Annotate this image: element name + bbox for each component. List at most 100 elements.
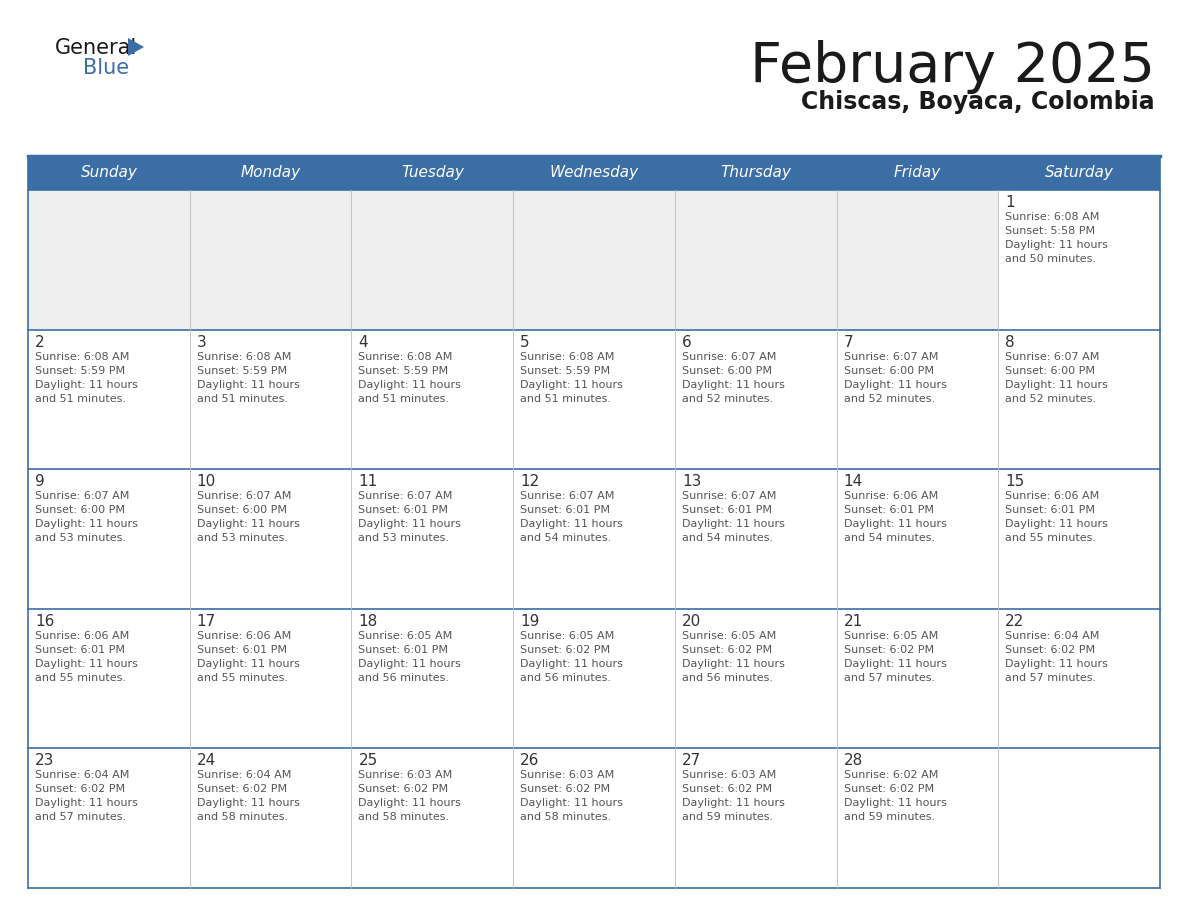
- Text: Sunset: 6:01 PM: Sunset: 6:01 PM: [359, 644, 448, 655]
- Text: 27: 27: [682, 754, 701, 768]
- Text: Sunset: 6:02 PM: Sunset: 6:02 PM: [34, 784, 125, 794]
- Text: Sunset: 6:01 PM: Sunset: 6:01 PM: [1005, 505, 1095, 515]
- Text: Sunrise: 6:07 AM: Sunrise: 6:07 AM: [34, 491, 129, 501]
- Text: Blue: Blue: [83, 58, 129, 78]
- Text: and 51 minutes.: and 51 minutes.: [520, 394, 611, 404]
- Text: 4: 4: [359, 334, 368, 350]
- Text: Sunrise: 6:06 AM: Sunrise: 6:06 AM: [843, 491, 937, 501]
- Text: Sunset: 6:02 PM: Sunset: 6:02 PM: [359, 784, 449, 794]
- Text: Sunrise: 6:03 AM: Sunrise: 6:03 AM: [520, 770, 614, 780]
- Bar: [29, 190, 998, 330]
- Text: and 57 minutes.: and 57 minutes.: [1005, 673, 1097, 683]
- Text: Daylight: 11 hours: Daylight: 11 hours: [34, 380, 138, 389]
- Text: Sunrise: 6:05 AM: Sunrise: 6:05 AM: [520, 631, 614, 641]
- Text: Sunrise: 6:07 AM: Sunrise: 6:07 AM: [197, 491, 291, 501]
- Text: 18: 18: [359, 614, 378, 629]
- Text: Daylight: 11 hours: Daylight: 11 hours: [843, 380, 947, 389]
- Text: 23: 23: [34, 754, 55, 768]
- Text: 2: 2: [34, 334, 45, 350]
- Text: Saturday: Saturday: [1044, 165, 1113, 181]
- Text: 22: 22: [1005, 614, 1024, 629]
- Text: Daylight: 11 hours: Daylight: 11 hours: [682, 380, 785, 389]
- Text: Sunset: 6:01 PM: Sunset: 6:01 PM: [197, 644, 286, 655]
- Text: Daylight: 11 hours: Daylight: 11 hours: [520, 520, 623, 529]
- Text: 25: 25: [359, 754, 378, 768]
- Text: Sunset: 5:59 PM: Sunset: 5:59 PM: [520, 365, 611, 375]
- Text: Sunset: 5:59 PM: Sunset: 5:59 PM: [34, 365, 125, 375]
- Text: Sunset: 6:01 PM: Sunset: 6:01 PM: [682, 505, 772, 515]
- Text: General: General: [55, 38, 138, 58]
- Text: and 55 minutes.: and 55 minutes.: [1005, 533, 1097, 543]
- Text: 7: 7: [843, 334, 853, 350]
- Text: Sunset: 5:59 PM: Sunset: 5:59 PM: [359, 365, 449, 375]
- Text: 21: 21: [843, 614, 862, 629]
- Text: Sunset: 6:02 PM: Sunset: 6:02 PM: [520, 784, 611, 794]
- Text: Sunrise: 6:08 AM: Sunrise: 6:08 AM: [34, 352, 129, 362]
- Text: and 58 minutes.: and 58 minutes.: [197, 812, 287, 823]
- Text: Sunset: 5:58 PM: Sunset: 5:58 PM: [1005, 226, 1095, 236]
- Text: Daylight: 11 hours: Daylight: 11 hours: [843, 520, 947, 529]
- Text: Chiscas, Boyaca, Colombia: Chiscas, Boyaca, Colombia: [802, 90, 1155, 114]
- Text: Sunset: 6:01 PM: Sunset: 6:01 PM: [34, 644, 125, 655]
- Text: and 54 minutes.: and 54 minutes.: [520, 533, 612, 543]
- Text: 26: 26: [520, 754, 539, 768]
- Text: Sunrise: 6:08 AM: Sunrise: 6:08 AM: [359, 352, 453, 362]
- Text: Sunrise: 6:05 AM: Sunrise: 6:05 AM: [359, 631, 453, 641]
- Text: Daylight: 11 hours: Daylight: 11 hours: [1005, 380, 1108, 389]
- Text: and 58 minutes.: and 58 minutes.: [520, 812, 612, 823]
- Text: Sunset: 6:02 PM: Sunset: 6:02 PM: [843, 784, 934, 794]
- Text: Sunset: 6:00 PM: Sunset: 6:00 PM: [34, 505, 125, 515]
- Text: 10: 10: [197, 475, 216, 489]
- Text: Sunrise: 6:04 AM: Sunrise: 6:04 AM: [34, 770, 129, 780]
- Text: Daylight: 11 hours: Daylight: 11 hours: [1005, 520, 1108, 529]
- Text: Daylight: 11 hours: Daylight: 11 hours: [520, 380, 623, 389]
- Text: and 57 minutes.: and 57 minutes.: [34, 812, 126, 823]
- Text: Sunrise: 6:07 AM: Sunrise: 6:07 AM: [1005, 352, 1100, 362]
- Text: and 51 minutes.: and 51 minutes.: [359, 394, 449, 404]
- Text: 17: 17: [197, 614, 216, 629]
- Text: Daylight: 11 hours: Daylight: 11 hours: [520, 799, 623, 809]
- Text: Sunset: 6:02 PM: Sunset: 6:02 PM: [520, 644, 611, 655]
- Text: and 55 minutes.: and 55 minutes.: [34, 673, 126, 683]
- Text: Sunset: 6:02 PM: Sunset: 6:02 PM: [682, 784, 772, 794]
- Text: and 53 minutes.: and 53 minutes.: [34, 533, 126, 543]
- Text: and 53 minutes.: and 53 minutes.: [197, 533, 287, 543]
- Text: Sunrise: 6:06 AM: Sunrise: 6:06 AM: [1005, 491, 1100, 501]
- Text: 20: 20: [682, 614, 701, 629]
- Text: and 56 minutes.: and 56 minutes.: [682, 673, 773, 683]
- Text: 13: 13: [682, 475, 701, 489]
- Text: and 52 minutes.: and 52 minutes.: [843, 394, 935, 404]
- Text: Daylight: 11 hours: Daylight: 11 hours: [843, 799, 947, 809]
- Text: Sunday: Sunday: [81, 165, 138, 181]
- Text: Sunset: 6:02 PM: Sunset: 6:02 PM: [1005, 644, 1095, 655]
- Text: 5: 5: [520, 334, 530, 350]
- Text: and 58 minutes.: and 58 minutes.: [359, 812, 449, 823]
- Text: Daylight: 11 hours: Daylight: 11 hours: [682, 799, 785, 809]
- Text: Sunset: 6:01 PM: Sunset: 6:01 PM: [843, 505, 934, 515]
- Text: 24: 24: [197, 754, 216, 768]
- Text: Sunset: 6:01 PM: Sunset: 6:01 PM: [359, 505, 448, 515]
- Text: 12: 12: [520, 475, 539, 489]
- Text: Sunrise: 6:06 AM: Sunrise: 6:06 AM: [34, 631, 129, 641]
- Bar: [29, 156, 1159, 190]
- Text: and 55 minutes.: and 55 minutes.: [197, 673, 287, 683]
- Text: and 50 minutes.: and 50 minutes.: [1005, 254, 1097, 264]
- Text: and 53 minutes.: and 53 minutes.: [359, 533, 449, 543]
- Text: 11: 11: [359, 475, 378, 489]
- Bar: [998, 190, 1159, 330]
- Text: and 56 minutes.: and 56 minutes.: [520, 673, 611, 683]
- Text: 8: 8: [1005, 334, 1015, 350]
- Bar: [29, 748, 1159, 888]
- Text: Sunrise: 6:03 AM: Sunrise: 6:03 AM: [682, 770, 776, 780]
- Text: Monday: Monday: [240, 165, 301, 181]
- Text: Daylight: 11 hours: Daylight: 11 hours: [1005, 240, 1108, 250]
- Bar: [29, 609, 1159, 748]
- Text: Tuesday: Tuesday: [400, 165, 463, 181]
- Text: and 51 minutes.: and 51 minutes.: [197, 394, 287, 404]
- Text: Daylight: 11 hours: Daylight: 11 hours: [197, 380, 299, 389]
- Bar: [29, 330, 1159, 469]
- Text: and 54 minutes.: and 54 minutes.: [843, 533, 935, 543]
- Text: Daylight: 11 hours: Daylight: 11 hours: [1005, 659, 1108, 669]
- Text: Sunrise: 6:07 AM: Sunrise: 6:07 AM: [682, 491, 776, 501]
- Text: Sunrise: 6:08 AM: Sunrise: 6:08 AM: [520, 352, 614, 362]
